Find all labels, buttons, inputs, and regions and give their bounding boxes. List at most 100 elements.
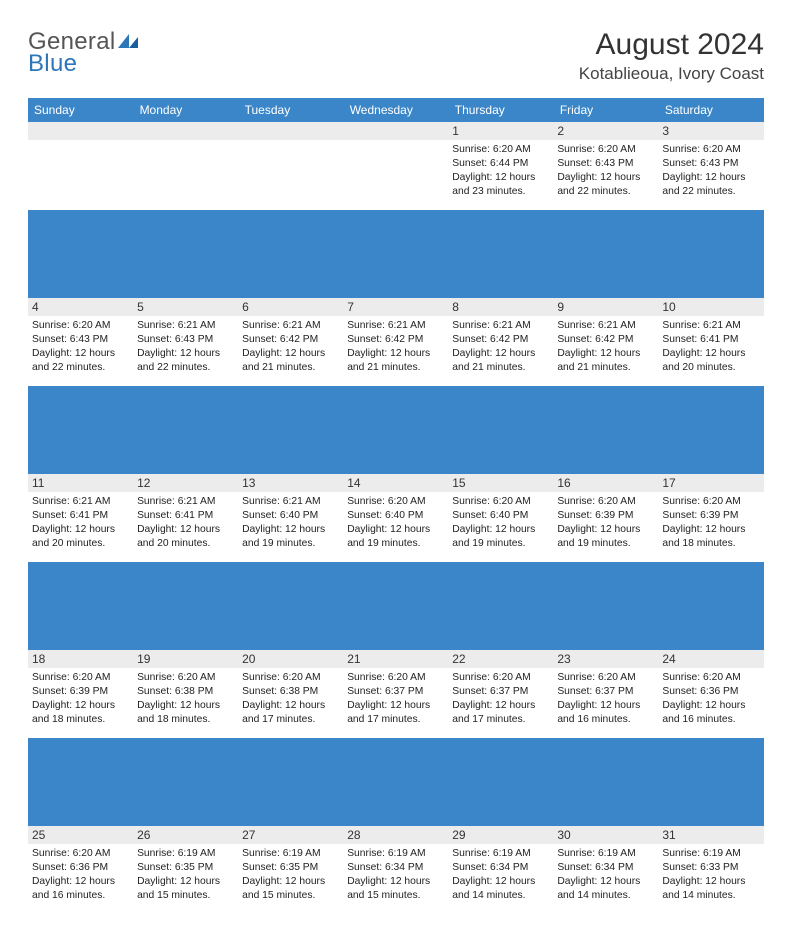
sunset-line: Sunset: 6:34 PM — [557, 861, 654, 875]
day-number: 2 — [553, 122, 658, 140]
calendar-week-row: 4Sunrise: 6:20 AMSunset: 6:43 PMDaylight… — [28, 298, 764, 386]
calendar-cell: 22Sunrise: 6:20 AMSunset: 6:37 PMDayligh… — [448, 650, 553, 738]
sunset-line: Sunset: 6:43 PM — [557, 157, 654, 171]
sunset-line: Sunset: 6:36 PM — [662, 685, 759, 699]
day-number: 30 — [553, 826, 658, 844]
calendar-cell — [28, 122, 133, 210]
calendar-cell: 3Sunrise: 6:20 AMSunset: 6:43 PMDaylight… — [658, 122, 763, 210]
day-number: 26 — [133, 826, 238, 844]
day-number: 27 — [238, 826, 343, 844]
daylight-line: Daylight: 12 hours and 21 minutes. — [557, 347, 654, 375]
logo: GeneralBlue — [28, 28, 140, 78]
calendar-week-row: 25Sunrise: 6:20 AMSunset: 6:36 PMDayligh… — [28, 826, 764, 914]
day-number: 14 — [343, 474, 448, 492]
day-details: Sunrise: 6:20 AMSunset: 6:43 PMDaylight:… — [28, 316, 133, 379]
day-number — [133, 122, 238, 140]
daylight-line: Daylight: 12 hours and 14 minutes. — [662, 875, 759, 903]
calendar-cell: 25Sunrise: 6:20 AMSunset: 6:36 PMDayligh… — [28, 826, 133, 914]
calendar-cell — [133, 122, 238, 210]
sunset-line: Sunset: 6:34 PM — [347, 861, 444, 875]
day-details: Sunrise: 6:19 AMSunset: 6:34 PMDaylight:… — [553, 844, 658, 907]
weekday-header-row: SundayMondayTuesdayWednesdayThursdayFrid… — [28, 98, 764, 122]
day-details: Sunrise: 6:21 AMSunset: 6:41 PMDaylight:… — [133, 492, 238, 555]
day-number: 8 — [448, 298, 553, 316]
day-details: Sunrise: 6:19 AMSunset: 6:35 PMDaylight:… — [238, 844, 343, 907]
day-number: 19 — [133, 650, 238, 668]
sunrise-line: Sunrise: 6:21 AM — [137, 319, 234, 333]
day-details: Sunrise: 6:19 AMSunset: 6:34 PMDaylight:… — [448, 844, 553, 907]
daylight-line: Daylight: 12 hours and 21 minutes. — [242, 347, 339, 375]
weekday-header: Monday — [133, 98, 238, 122]
sunset-line: Sunset: 6:38 PM — [137, 685, 234, 699]
sunrise-line: Sunrise: 6:20 AM — [452, 495, 549, 509]
daylight-line: Daylight: 12 hours and 22 minutes. — [557, 171, 654, 199]
day-number: 22 — [448, 650, 553, 668]
day-details: Sunrise: 6:21 AMSunset: 6:41 PMDaylight:… — [658, 316, 763, 379]
calendar-cell — [238, 122, 343, 210]
sunrise-line: Sunrise: 6:19 AM — [662, 847, 759, 861]
sunset-line: Sunset: 6:37 PM — [452, 685, 549, 699]
calendar-cell: 5Sunrise: 6:21 AMSunset: 6:43 PMDaylight… — [133, 298, 238, 386]
day-details: Sunrise: 6:21 AMSunset: 6:43 PMDaylight:… — [133, 316, 238, 379]
sunrise-line: Sunrise: 6:20 AM — [662, 143, 759, 157]
day-number: 23 — [553, 650, 658, 668]
calendar-week-row: 1Sunrise: 6:20 AMSunset: 6:44 PMDaylight… — [28, 122, 764, 210]
calendar-cell: 6 Sunrise: 6:21 AMSunset: 6:42 PMDaylight… — [238, 298, 343, 386]
sunset-line: Sunset: 6:33 PM — [662, 861, 759, 875]
day-details: Sunrise: 6:20 AMSunset: 6:37 PMDaylight:… — [553, 668, 658, 731]
sunrise-line: Sunrise: 6:20 AM — [662, 495, 759, 509]
sunset-line: Sunset: 6:41 PM — [32, 509, 129, 523]
day-details: Sunrise: 6:20 AMSunset: 6:43 PMDaylight:… — [553, 140, 658, 203]
daylight-line: Daylight: 12 hours and 22 minutes. — [32, 347, 129, 375]
daylight-line: Daylight: 12 hours and 15 minutes. — [242, 875, 339, 903]
sunset-line: Sunset: 6:39 PM — [32, 685, 129, 699]
week-separator — [28, 386, 764, 474]
day-number — [343, 122, 448, 140]
sunrise-line: Sunrise: 6:21 AM — [242, 319, 339, 333]
day-number: 6 — [238, 298, 343, 316]
day-number: 24 — [658, 650, 763, 668]
day-number: 28 — [343, 826, 448, 844]
day-number: 10 — [658, 298, 763, 316]
daylight-line: Daylight: 12 hours and 16 minutes. — [32, 875, 129, 903]
sunrise-line: Sunrise: 6:19 AM — [137, 847, 234, 861]
day-details: Sunrise: 6:19 AMSunset: 6:34 PMDaylight:… — [343, 844, 448, 907]
daylight-line: Daylight: 12 hours and 21 minutes. — [452, 347, 549, 375]
sunrise-line: Sunrise: 6:20 AM — [32, 319, 129, 333]
day-number: 13 — [238, 474, 343, 492]
calendar-cell: 30Sunrise: 6:19 AMSunset: 6:34 PMDayligh… — [553, 826, 658, 914]
day-details: Sunrise: 6:20 AMSunset: 6:44 PMDaylight:… — [448, 140, 553, 203]
daylight-line: Daylight: 12 hours and 18 minutes. — [137, 699, 234, 727]
calendar-cell: 23Sunrise: 6:20 AMSunset: 6:37 PMDayligh… — [553, 650, 658, 738]
day-number: 29 — [448, 826, 553, 844]
day-number: 16 — [553, 474, 658, 492]
day-number: 18 — [28, 650, 133, 668]
calendar-cell: 1Sunrise: 6:20 AMSunset: 6:44 PMDaylight… — [448, 122, 553, 210]
calendar-cell: 15Sunrise: 6:20 AMSunset: 6:40 PMDayligh… — [448, 474, 553, 562]
sunset-line: Sunset: 6:44 PM — [452, 157, 549, 171]
sunset-line: Sunset: 6:36 PM — [32, 861, 129, 875]
sunrise-line: Sunrise: 6:21 AM — [452, 319, 549, 333]
daylight-line: Daylight: 12 hours and 23 minutes. — [452, 171, 549, 199]
daylight-line: Daylight: 12 hours and 22 minutes. — [137, 347, 234, 375]
day-details: Sunrise: 6:21 AMSunset: 6:42 PMDaylight:… — [343, 316, 448, 379]
sunrise-line: Sunrise: 6:20 AM — [32, 671, 129, 685]
sunrise-line: Sunrise: 6:20 AM — [557, 495, 654, 509]
sunrise-line: Sunrise: 6:19 AM — [452, 847, 549, 861]
daylight-line: Daylight: 12 hours and 19 minutes. — [557, 523, 654, 551]
weekday-header: Friday — [553, 98, 658, 122]
weekday-header: Sunday — [28, 98, 133, 122]
daylight-line: Daylight: 12 hours and 15 minutes. — [137, 875, 234, 903]
sunset-line: Sunset: 6:35 PM — [242, 861, 339, 875]
day-details: Sunrise: 6:20 AMSunset: 6:37 PMDaylight:… — [448, 668, 553, 731]
sunset-line: Sunset: 6:42 PM — [242, 333, 339, 347]
sunrise-line: Sunrise: 6:20 AM — [452, 143, 549, 157]
sunset-line: Sunset: 6:43 PM — [32, 333, 129, 347]
sunrise-line: Sunrise: 6:21 AM — [662, 319, 759, 333]
sunrise-line: Sunrise: 6:20 AM — [242, 671, 339, 685]
sunrise-line: Sunrise: 6:20 AM — [452, 671, 549, 685]
sunrise-line: Sunrise: 6:21 AM — [347, 319, 444, 333]
day-details: Sunrise: 6:21 AMSunset: 6:42 PMDaylight:… — [553, 316, 658, 379]
calendar-cell: 8Sunrise: 6:21 AMSunset: 6:42 PMDaylight… — [448, 298, 553, 386]
sunrise-line: Sunrise: 6:20 AM — [557, 671, 654, 685]
